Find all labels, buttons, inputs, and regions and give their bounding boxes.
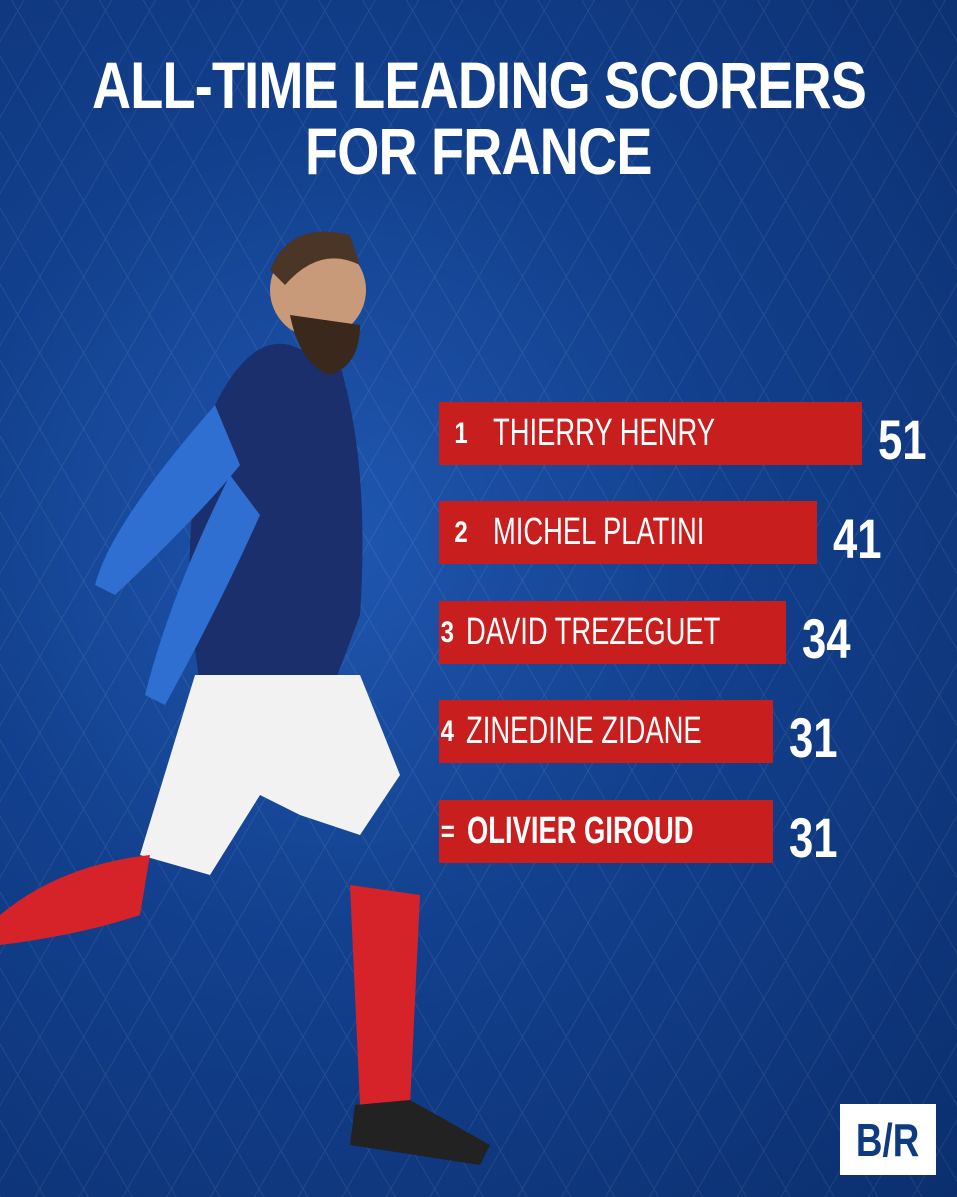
player-name: ZINEDINE ZIDANE bbox=[465, 710, 702, 752]
bar-michel-platini: 2 MICHEL PLATINI bbox=[439, 501, 818, 564]
rank-label: 3 bbox=[440, 615, 455, 649]
goal-count: 31 bbox=[788, 706, 838, 769]
goal-count: 41 bbox=[833, 507, 883, 570]
goal-count: 34 bbox=[802, 607, 851, 670]
goal-count: 31 bbox=[788, 806, 838, 869]
rank-label: = bbox=[440, 814, 455, 848]
bar-zinedine-zidane: 4 ZINEDINE ZIDANE bbox=[439, 700, 773, 763]
player-name: MICHEL PLATINI bbox=[493, 511, 705, 553]
player-name: THIERRY HENRY bbox=[493, 412, 715, 454]
bar-david-trezeguet: 3 DAVID TREZEGUET bbox=[439, 601, 787, 664]
chart-title: ALL-TIME LEADING SCORERS FOR FRANCE bbox=[0, 52, 957, 184]
player-name: OLIVIER GIROUD bbox=[466, 810, 694, 852]
rank-label: 1 bbox=[454, 416, 468, 450]
bar-thierry-henry: 1 THIERRY HENRY bbox=[439, 402, 862, 465]
title-line-2: FOR FRANCE bbox=[305, 114, 652, 188]
rank-label: 4 bbox=[440, 714, 455, 748]
player-photo bbox=[0, 231, 490, 1165]
bar-olivier-giroud: = OLIVIER GIROUD bbox=[439, 800, 773, 863]
player-name: DAVID TREZEGUET bbox=[465, 611, 721, 653]
bleacher-report-logo: B/R bbox=[840, 1104, 936, 1175]
title-line-1: ALL-TIME LEADING SCORERS bbox=[91, 48, 866, 122]
rank-label: 2 bbox=[454, 515, 468, 549]
goal-count: 51 bbox=[877, 408, 927, 471]
